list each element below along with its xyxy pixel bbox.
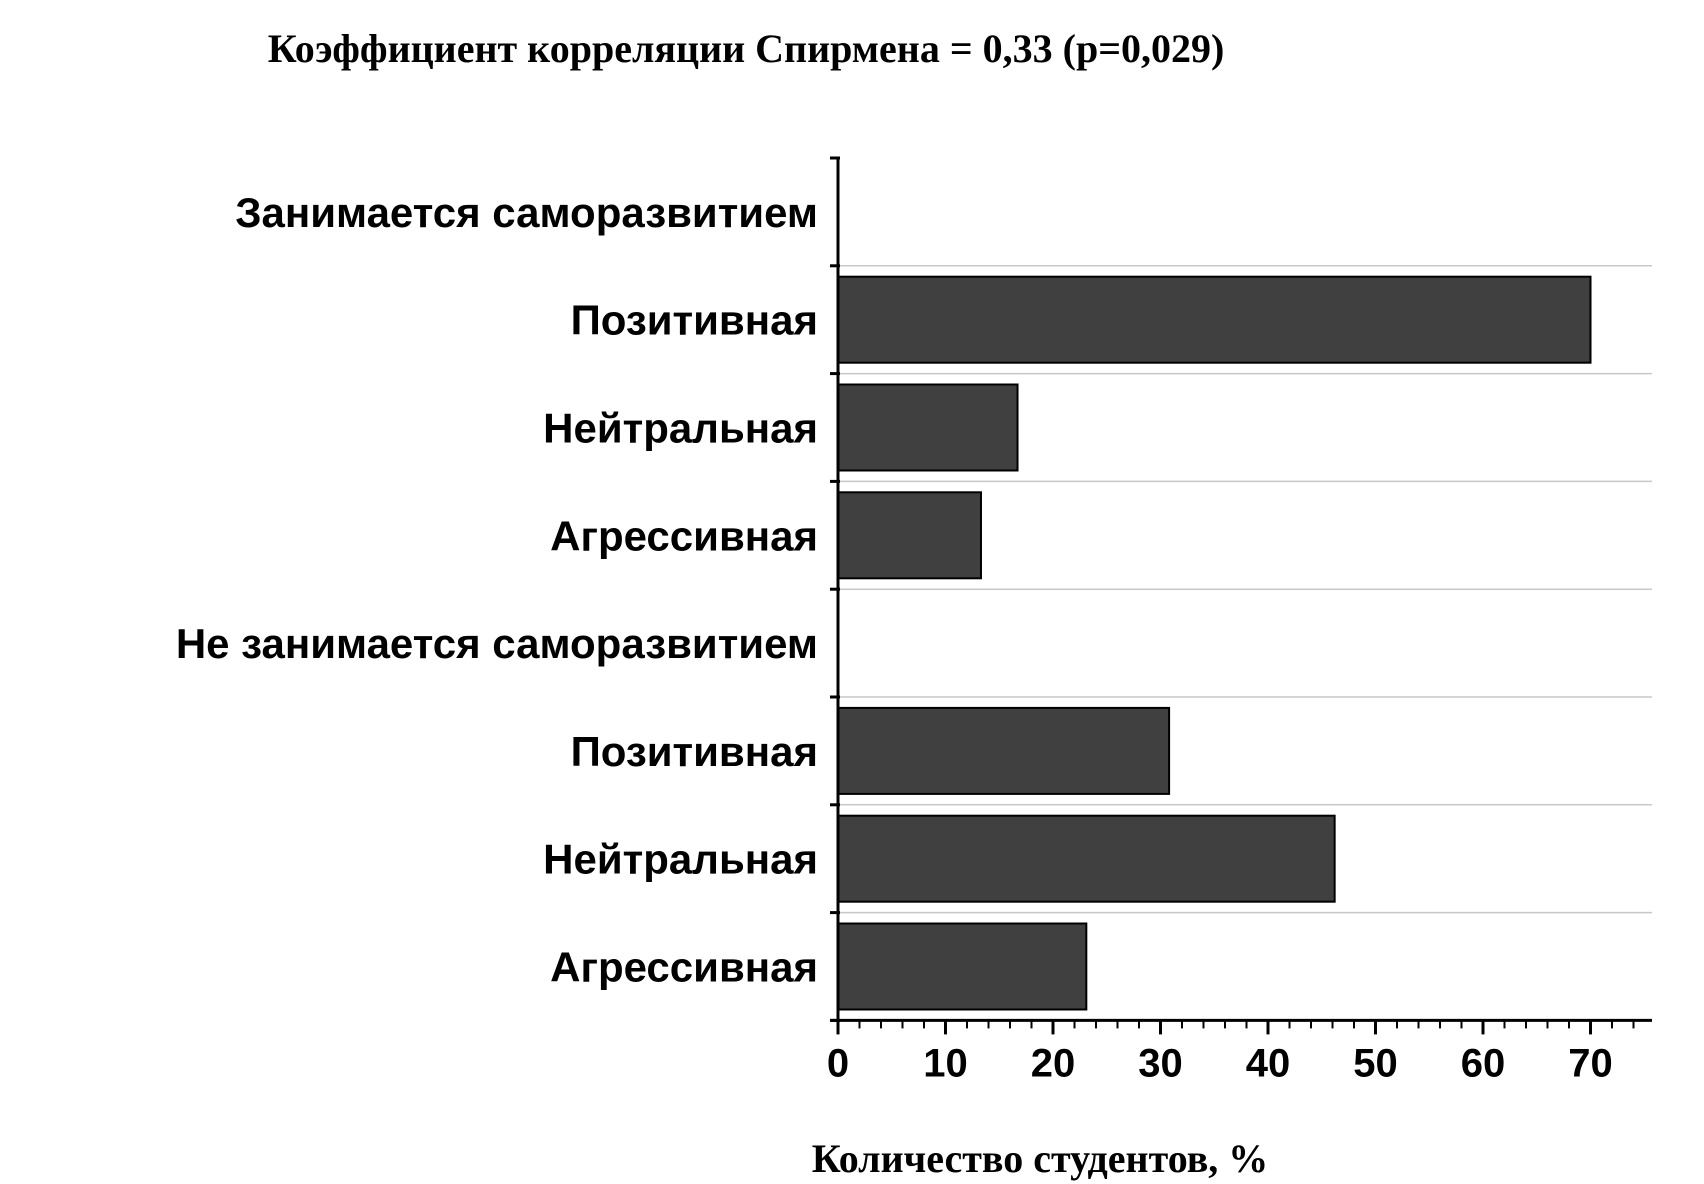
x-tick-label: 50 — [1353, 1041, 1398, 1085]
x-tick-label: 40 — [1246, 1041, 1291, 1085]
bars — [837, 275, 1592, 1011]
x-tick-label: 30 — [1138, 1041, 1183, 1085]
category-label: Не занимается саморазвитием — [176, 620, 818, 667]
category-label: Агрессивная — [550, 512, 818, 559]
category-label: Нейтральная — [543, 405, 818, 452]
category-label: Позитивная — [571, 728, 818, 775]
axes — [830, 156, 1652, 1035]
category-label: Занимается саморазвитием — [235, 189, 818, 236]
x-axis-label: Количество студентов, % — [812, 1136, 1269, 1181]
bar — [837, 706, 1171, 795]
tick-labels: 0 10 20 30 40 50 60 70 — [827, 1041, 1613, 1085]
x-tick-label: 70 — [1568, 1041, 1613, 1085]
x-tick-label: 0 — [827, 1041, 849, 1085]
category-label: Нейтральная — [543, 836, 818, 883]
x-tick-label: 60 — [1461, 1041, 1506, 1085]
bar — [837, 922, 1088, 1011]
bar — [837, 491, 982, 580]
category-labels: Занимается саморазвитием Позитивная Нейтра… — [176, 189, 818, 991]
grid-lines — [838, 265, 1652, 914]
x-tick-label: 20 — [1031, 1041, 1076, 1085]
category-label: Агрессивная — [550, 944, 818, 991]
bar — [837, 383, 1019, 472]
x-tick-label: 10 — [923, 1041, 968, 1085]
chart-title: Коэффициент корреляции Спирмена = 0,33 (… — [268, 26, 1225, 71]
category-label: Позитивная — [571, 297, 818, 344]
bar — [837, 275, 1592, 364]
bar — [837, 814, 1336, 903]
